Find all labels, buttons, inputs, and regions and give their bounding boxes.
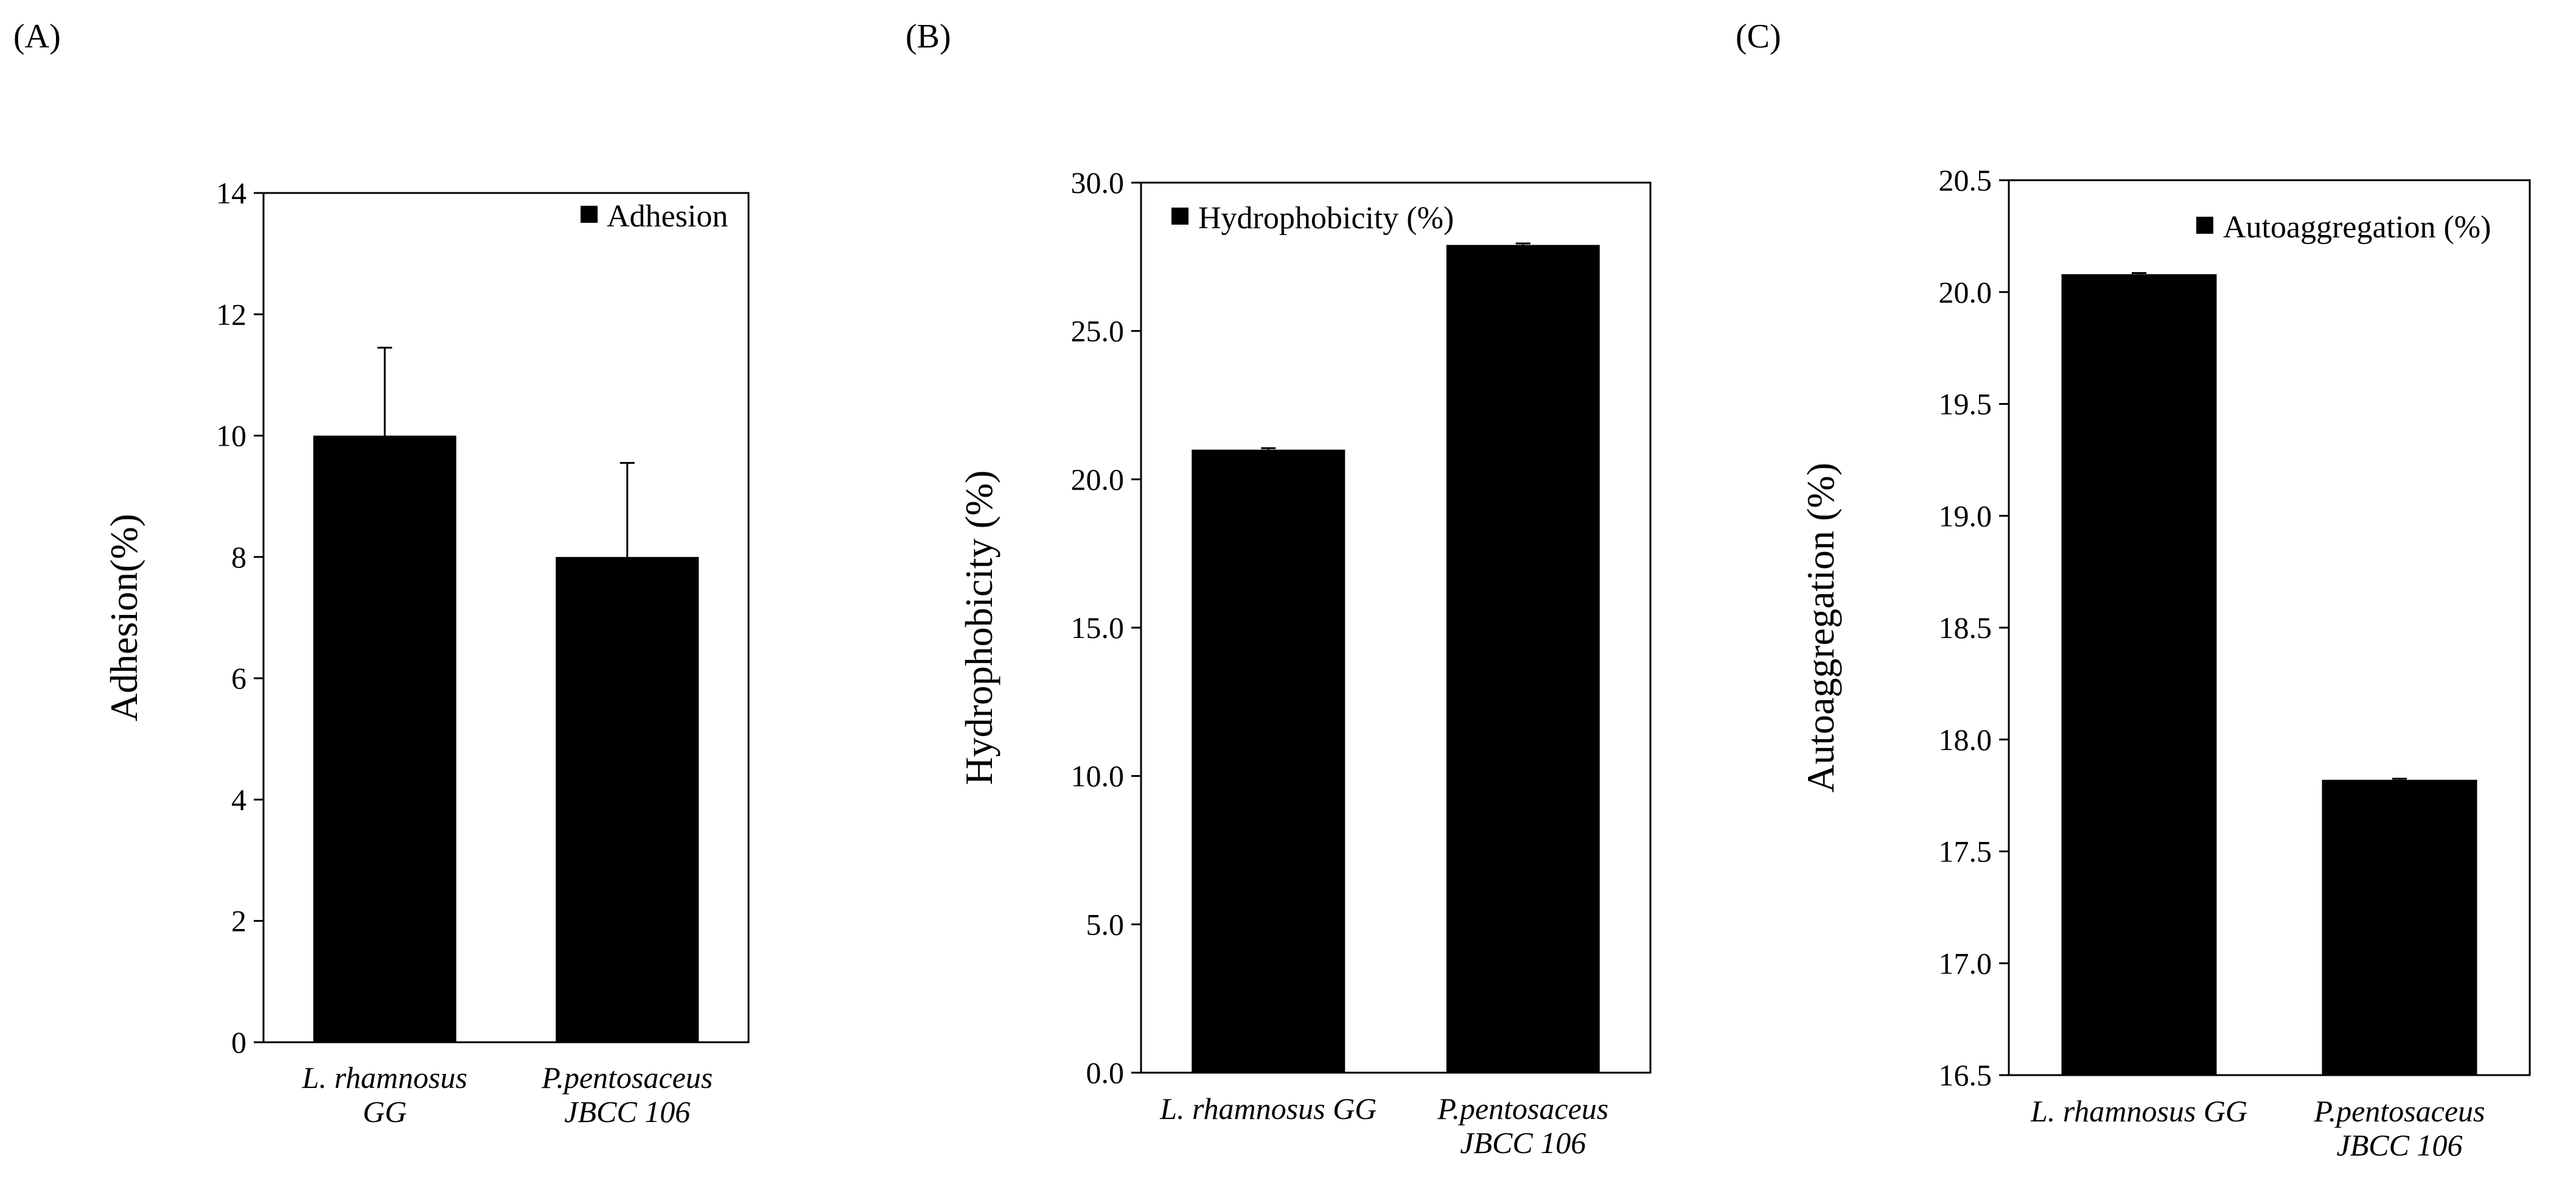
x-category-label: P.pentosaceus: [1437, 1092, 1608, 1126]
y-tick-label: 14: [216, 176, 246, 210]
y-tick-label: 0.0: [1086, 1056, 1125, 1090]
y-tick-label: 30.0: [1071, 166, 1125, 200]
bar: [1192, 449, 1346, 1073]
y-tick-label: 25.0: [1071, 314, 1125, 348]
y-tick-label: 5.0: [1086, 907, 1125, 941]
panel-label: (C): [1736, 18, 1781, 55]
x-category-label: P.pentosaceus: [541, 1061, 713, 1095]
y-tick-label: 12: [216, 297, 246, 331]
bar: [1446, 245, 1600, 1073]
panel-label: (B): [906, 18, 951, 55]
y-axis-title: Adhesion(%): [102, 514, 145, 721]
y-tick-label: 20.0: [1939, 275, 1992, 309]
x-category-label: P.pentosaceus: [2314, 1094, 2485, 1128]
panel-label: (A): [13, 18, 61, 55]
legend-label: Hydrophobicity (%): [1198, 201, 1454, 236]
chart-panel-2: (B) 0.0 5.0 10.0 15.0 20.0 25.0 30.0 Hydrophobic…: [906, 18, 1652, 1160]
chart-panel-3: (C) 16.5 17.0 17.5 18.0 18.5 19.0 19.5 20.0 20.5 A…: [1736, 18, 2531, 1162]
y-tick-label: 20.0: [1071, 462, 1125, 496]
legend-label: Autoaggregation (%): [2223, 210, 2491, 245]
y-tick-label: 10.0: [1071, 759, 1125, 793]
legend-swatch: [1171, 208, 1189, 225]
x-category-label: GG: [363, 1095, 407, 1129]
y-axis-title: Hydrophobicity (%): [957, 470, 1000, 785]
y-tick-label: 16.5: [1939, 1058, 1992, 1092]
y-tick-label: 20.5: [1939, 163, 1992, 197]
y-tick-label: 17.5: [1939, 835, 1992, 869]
plot-area-border: [262, 192, 750, 1043]
bar: [556, 556, 699, 1042]
legend-swatch: [581, 206, 598, 223]
y-tick-label: 2: [231, 904, 246, 938]
y-tick-label: 19.0: [1939, 499, 1992, 533]
y-tick-label: 0: [231, 1025, 246, 1059]
legend-swatch: [2196, 217, 2213, 234]
y-tick-label: 6: [231, 661, 246, 695]
bar: [313, 435, 456, 1042]
y-tick-label: 10: [216, 419, 246, 453]
bar: [2322, 779, 2477, 1075]
legend-label: Adhesion: [607, 199, 728, 234]
x-category-label: L. rhamnosus GG: [1159, 1092, 1377, 1126]
x-category-label: JBCC 106: [1460, 1126, 1586, 1160]
y-tick-label: 8: [231, 540, 246, 574]
x-category-label: L. rhamnosus GG: [2030, 1094, 2247, 1128]
y-tick-label: 17.0: [1939, 946, 1992, 980]
y-axis-title: Autoaggregation (%): [1799, 463, 1842, 793]
y-tick-label: 18.0: [1939, 723, 1992, 757]
y-tick-label: 18.5: [1939, 611, 1992, 645]
x-category-label: JBCC 106: [2337, 1128, 2463, 1162]
x-category-label: JBCC 106: [564, 1095, 690, 1129]
x-category-label: L. rhamnosus: [302, 1061, 467, 1095]
bar: [2061, 274, 2217, 1076]
y-tick-label: 4: [231, 782, 246, 816]
y-tick-label: 19.5: [1939, 387, 1992, 421]
y-tick-label: 15.0: [1071, 611, 1125, 645]
